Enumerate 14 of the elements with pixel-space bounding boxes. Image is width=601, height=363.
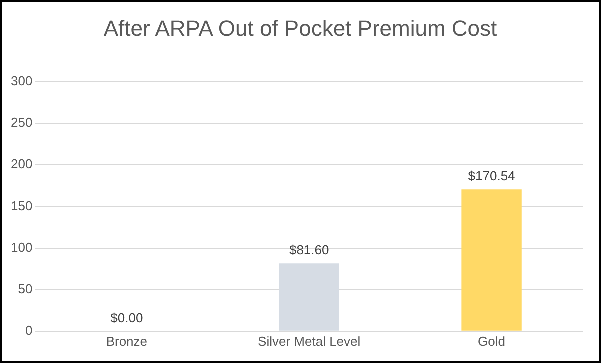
- data-label: $0.00: [110, 310, 144, 326]
- y-tick-label: 0: [25, 322, 33, 338]
- x-tick-label: Silver Metal Level: [258, 334, 361, 349]
- y-tick-label: 150: [10, 198, 33, 214]
- x-tick-label: Gold: [478, 334, 506, 349]
- data-label: $81.60: [289, 242, 330, 258]
- x-tick-label: Bronze: [106, 334, 148, 349]
- y-tick-label: 300: [10, 74, 33, 89]
- chart-title: After ARPA Out of Pocket Premium Cost: [102, 16, 498, 42]
- data-label: $170.54: [468, 168, 516, 184]
- y-tick-label: 200: [10, 156, 33, 172]
- y-tick-label: 100: [10, 240, 33, 255]
- y-tick-label: 50: [18, 281, 33, 296]
- y-tick-label: 250: [10, 115, 33, 130]
